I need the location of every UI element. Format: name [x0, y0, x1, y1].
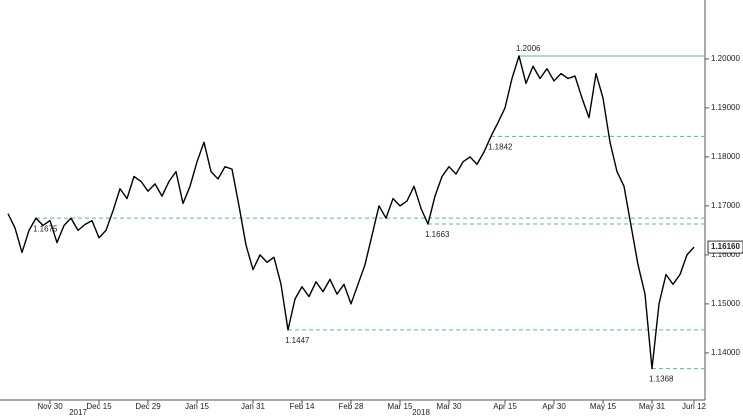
level-label: 1.1447 [285, 336, 310, 345]
x-tick-label: Jan 31 [241, 402, 266, 411]
level-label: 1.1368 [649, 375, 674, 384]
x-tick-label: Jan 15 [185, 402, 210, 411]
x-tick-label: Feb 14 [290, 402, 315, 411]
x-tick-label: Nov 30 [37, 402, 63, 411]
y-tick-label: 1.18000 [711, 152, 740, 161]
x-tick-label: Apr 15 [493, 402, 517, 411]
year-label: 2017 [69, 408, 87, 416]
x-tick-label: Apr 30 [542, 402, 566, 411]
y-tick-label: 1.17000 [711, 201, 740, 210]
x-tick-label: Dec 15 [86, 402, 112, 411]
x-tick-label: Jun 12 [682, 402, 707, 411]
level-label: 1.2006 [516, 44, 541, 53]
y-tick-label: 1.14000 [711, 348, 740, 357]
x-tick-label: May 31 [639, 402, 666, 411]
last-value-box [707, 240, 743, 254]
x-tick-label: Mar 15 [388, 402, 413, 411]
price-line [7, 55, 695, 370]
x-tick-label: Feb 28 [339, 402, 364, 411]
y-tick-label: 1.15000 [711, 299, 740, 308]
last-value-label: 1.16160 [711, 242, 740, 251]
x-tick-label: Mar 30 [437, 402, 462, 411]
level-label: 1.1842 [488, 142, 513, 151]
y-tick-label: 1.20000 [711, 54, 740, 63]
y-tick-label: 1.16000 [711, 250, 740, 259]
year-label: 2018 [412, 408, 430, 416]
x-tick-label: Dec 29 [135, 402, 161, 411]
level-label: 1.1663 [425, 230, 450, 239]
y-tick-label: 1.19000 [711, 103, 740, 112]
level-label: 1.1675 [33, 224, 58, 233]
x-tick-label: May 15 [590, 402, 617, 411]
